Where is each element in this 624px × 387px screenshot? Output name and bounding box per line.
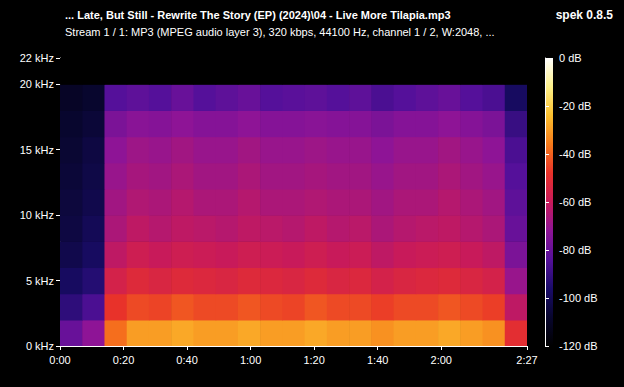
- svg-text:1:00: 1:00: [240, 354, 261, 366]
- svg-text:0 kHz: 0 kHz: [26, 340, 54, 352]
- svg-text:-100 dB: -100 dB: [559, 292, 598, 304]
- svg-text:15 kHz: 15 kHz: [20, 144, 54, 156]
- svg-text:-20 dB: -20 dB: [559, 100, 591, 112]
- svg-text:1:40: 1:40: [367, 354, 388, 366]
- svg-text:-80 dB: -80 dB: [559, 244, 591, 256]
- svg-text:10 kHz: 10 kHz: [20, 209, 54, 221]
- svg-text:spek 0.8.5: spek 0.8.5: [556, 8, 614, 22]
- svg-text:-40 dB: -40 dB: [559, 148, 591, 160]
- svg-text:0:20: 0:20: [113, 354, 134, 366]
- svg-text:-60 dB: -60 dB: [559, 196, 591, 208]
- svg-text:2:00: 2:00: [431, 354, 452, 366]
- svg-text:1:20: 1:20: [303, 354, 324, 366]
- svg-text:22 kHz: 22 kHz: [20, 52, 54, 64]
- svg-text:20 kHz: 20 kHz: [20, 78, 54, 90]
- svg-text:Stream 1 / 1: MP3 (MPEG audio: Stream 1 / 1: MP3 (MPEG audio layer 3), …: [65, 26, 495, 38]
- svg-text:2:27: 2:27: [516, 354, 537, 366]
- svg-text:0:40: 0:40: [176, 354, 197, 366]
- svg-text:0:00: 0:00: [49, 354, 70, 366]
- svg-text:-120 dB: -120 dB: [559, 340, 598, 352]
- svg-text:0 dB: 0 dB: [559, 52, 582, 64]
- svg-text:... Late, But Still - Rewrite: ... Late, But Still - Rewrite The Story …: [65, 9, 451, 21]
- svg-text:5 kHz: 5 kHz: [26, 275, 54, 287]
